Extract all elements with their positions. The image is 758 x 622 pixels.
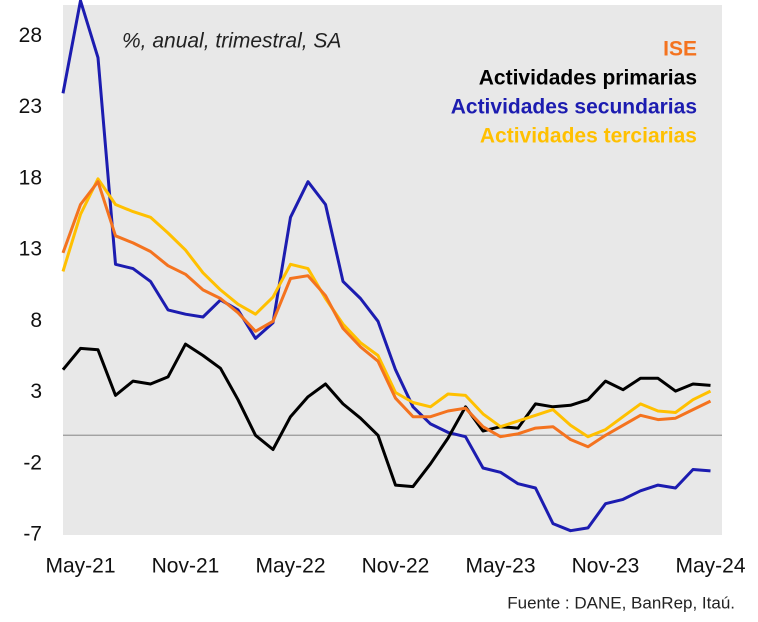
plot-area <box>63 5 722 535</box>
subtitle: %, anual, trimestral, SA <box>122 30 341 53</box>
y-tick-label: 3 <box>30 380 42 403</box>
y-tick-label: 28 <box>19 24 42 47</box>
source: Fuente : DANE, BanRep, Itaú. <box>507 593 735 612</box>
x-tick-label: Nov-21 <box>152 555 220 578</box>
y-tick-label: 13 <box>19 238 42 261</box>
legend-entry: Actividades terciarias <box>480 125 697 148</box>
series-line <box>61 0 711 533</box>
x-tick-label: May-21 <box>45 555 115 578</box>
y-tick-label: 23 <box>19 95 42 118</box>
legend-entry: Actividades secundarias <box>451 96 697 119</box>
y-tick-label: -2 <box>23 451 42 474</box>
y-tick-label: 8 <box>30 309 42 332</box>
x-tick-label: Nov-23 <box>572 555 640 578</box>
x-tick-label: May-22 <box>255 555 325 578</box>
y-tick-label: -7 <box>23 523 42 546</box>
legend-entry: Actividades primarias <box>479 67 697 90</box>
x-tick-label: May-24 <box>675 555 745 578</box>
x-tick-label: Nov-22 <box>362 555 430 578</box>
series-line <box>61 180 712 449</box>
y-tick-label: 18 <box>19 166 42 189</box>
x-tick-label: May-23 <box>465 555 535 578</box>
legend-entry: ISE <box>663 38 697 61</box>
series-line <box>61 177 712 439</box>
series-line <box>61 342 711 489</box>
